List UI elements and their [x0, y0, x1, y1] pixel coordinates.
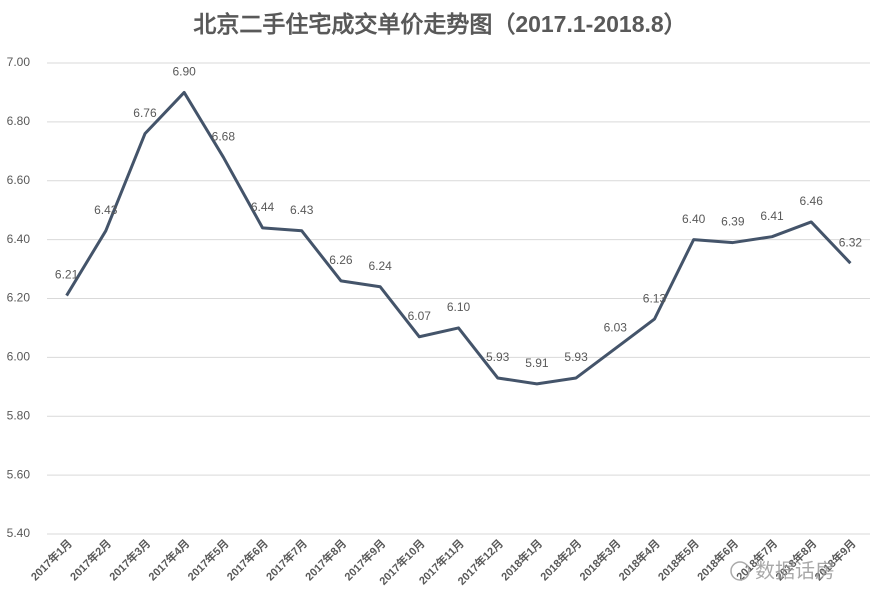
x-tick-label: 2017年6月 — [224, 536, 271, 583]
y-tick-label: 5.40 — [7, 526, 31, 540]
data-label: 6.90 — [172, 65, 196, 79]
x-tick-label: 2017年2月 — [67, 536, 114, 583]
x-tick-label: 2018年1月 — [498, 536, 545, 583]
y-tick-label: 6.60 — [7, 173, 31, 187]
data-label: 5.93 — [486, 350, 510, 364]
data-label: 6.10 — [447, 300, 471, 314]
data-label: 6.13 — [643, 291, 667, 305]
data-label: 6.07 — [408, 309, 432, 323]
x-tick-label: 2017年5月 — [184, 536, 231, 583]
data-label: 6.76 — [133, 106, 157, 120]
data-label: 6.43 — [290, 203, 314, 217]
y-tick-label: 7.00 — [7, 55, 31, 69]
y-tick-label: 6.20 — [7, 291, 31, 305]
data-label: 6.39 — [721, 215, 745, 229]
x-tick-label: 2017年4月 — [145, 536, 192, 583]
data-label: 6.41 — [760, 209, 784, 223]
data-label: 6.21 — [55, 268, 79, 282]
data-label: 6.26 — [329, 253, 353, 267]
data-label: 5.93 — [564, 350, 588, 364]
y-tick-label: 6.80 — [7, 114, 31, 128]
data-label: 6.46 — [800, 194, 824, 208]
x-tick-label: 2017年8月 — [302, 536, 349, 583]
chart-title: 北京二手住宅成交单价走势图（2017.1-2018.8） — [193, 11, 686, 37]
data-label: 6.68 — [212, 129, 236, 143]
data-label: 6.03 — [604, 321, 628, 335]
x-tick-label: 2017年1月 — [28, 536, 75, 583]
x-tick-label: 2017年7月 — [263, 536, 310, 583]
x-tick-label: 2018年2月 — [537, 536, 584, 583]
watermark-icon — [730, 561, 750, 581]
x-tick-label: 2018年5月 — [655, 536, 702, 583]
data-label: 5.91 — [525, 356, 549, 370]
x-tick-label: 2018年6月 — [694, 536, 741, 583]
line — [65, 90, 852, 386]
x-tick-label: 2018年3月 — [576, 536, 623, 583]
y-tick-label: 5.60 — [7, 467, 31, 481]
y-tick-label: 6.40 — [7, 232, 31, 246]
x-tick-label: 2018年4月 — [616, 536, 663, 583]
data-label: 6.43 — [94, 203, 118, 217]
data-label: 6.40 — [682, 212, 706, 226]
data-label: 6.32 — [839, 235, 863, 249]
data-label: 6.24 — [368, 259, 392, 273]
x-tick-label: 2017年3月 — [106, 536, 153, 583]
y-tick-label: 5.80 — [7, 408, 31, 422]
y-tick-label: 6.00 — [7, 350, 31, 364]
watermark: 数据话房 — [755, 559, 835, 582]
data-label: 6.44 — [251, 200, 275, 214]
